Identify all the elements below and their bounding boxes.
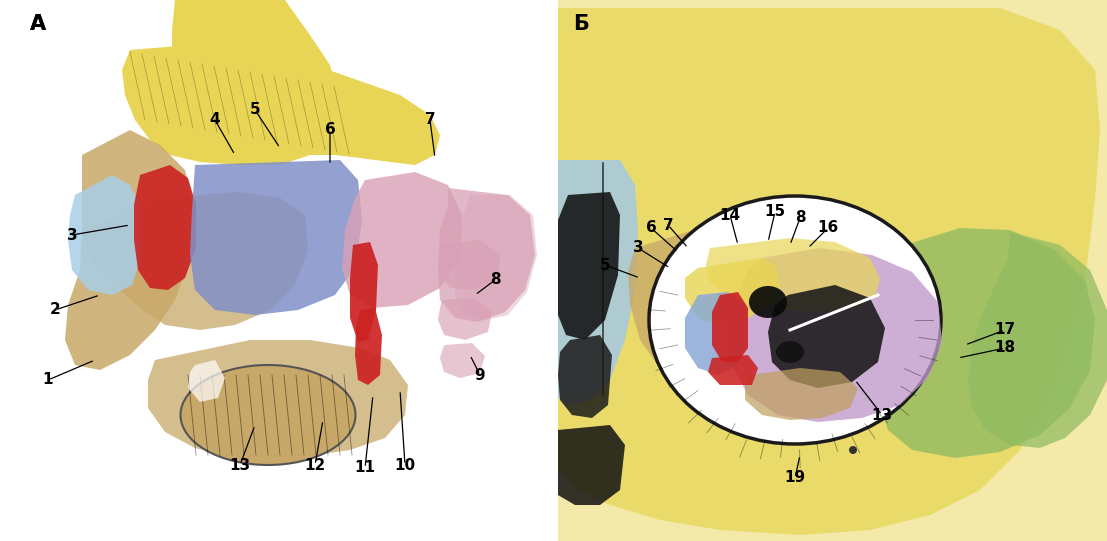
Polygon shape xyxy=(558,192,620,340)
Polygon shape xyxy=(685,292,748,375)
Polygon shape xyxy=(685,258,780,325)
Polygon shape xyxy=(628,220,884,398)
Text: 9: 9 xyxy=(475,367,485,382)
Text: 3: 3 xyxy=(633,241,643,255)
Polygon shape xyxy=(439,343,485,378)
Polygon shape xyxy=(438,298,492,340)
Text: 12: 12 xyxy=(304,458,325,472)
Polygon shape xyxy=(172,0,310,80)
Polygon shape xyxy=(745,368,858,420)
Ellipse shape xyxy=(180,365,355,465)
Text: 6: 6 xyxy=(645,221,656,235)
Polygon shape xyxy=(188,360,225,402)
Polygon shape xyxy=(455,195,537,320)
Polygon shape xyxy=(558,335,612,418)
Polygon shape xyxy=(438,188,535,322)
Text: Б: Б xyxy=(573,14,589,34)
Text: 19: 19 xyxy=(785,471,806,485)
Polygon shape xyxy=(355,308,382,385)
Polygon shape xyxy=(350,242,377,342)
Polygon shape xyxy=(300,60,439,165)
Polygon shape xyxy=(708,355,758,385)
Polygon shape xyxy=(65,130,195,370)
Polygon shape xyxy=(728,248,942,422)
Text: 18: 18 xyxy=(994,340,1015,355)
Text: 2: 2 xyxy=(50,302,61,318)
Text: 10: 10 xyxy=(394,458,415,472)
Polygon shape xyxy=(878,228,1095,458)
Ellipse shape xyxy=(749,286,787,318)
Polygon shape xyxy=(706,238,880,312)
Text: 8: 8 xyxy=(795,210,805,226)
Bar xyxy=(554,0,1107,541)
Polygon shape xyxy=(342,172,462,308)
Bar xyxy=(0,0,554,541)
Text: 16: 16 xyxy=(817,221,839,235)
Text: 17: 17 xyxy=(994,322,1015,338)
Text: 7: 7 xyxy=(663,217,673,233)
Text: 13: 13 xyxy=(871,407,892,423)
Polygon shape xyxy=(768,285,884,388)
Text: 11: 11 xyxy=(354,460,375,476)
Polygon shape xyxy=(438,240,500,290)
Text: 14: 14 xyxy=(720,208,741,222)
Ellipse shape xyxy=(776,341,804,363)
Polygon shape xyxy=(712,292,748,362)
Polygon shape xyxy=(558,8,1100,535)
Polygon shape xyxy=(558,160,638,405)
Text: 7: 7 xyxy=(425,113,435,128)
Polygon shape xyxy=(558,425,625,505)
Polygon shape xyxy=(134,165,196,290)
Polygon shape xyxy=(968,232,1107,448)
Text: 13: 13 xyxy=(229,458,250,472)
Polygon shape xyxy=(68,175,142,295)
Text: 8: 8 xyxy=(489,273,500,287)
Text: 4: 4 xyxy=(209,113,220,128)
Circle shape xyxy=(849,446,857,454)
Polygon shape xyxy=(190,160,362,315)
Polygon shape xyxy=(558,0,1107,541)
Text: 6: 6 xyxy=(324,122,335,137)
Ellipse shape xyxy=(649,196,941,444)
Text: 5: 5 xyxy=(250,102,260,117)
Text: А: А xyxy=(30,14,46,34)
Text: 5: 5 xyxy=(600,258,610,273)
Text: 15: 15 xyxy=(765,204,786,220)
Polygon shape xyxy=(148,340,408,458)
Text: 1: 1 xyxy=(43,373,53,387)
Text: А: А xyxy=(30,14,46,34)
Text: 3: 3 xyxy=(66,228,77,242)
Polygon shape xyxy=(82,192,308,330)
Polygon shape xyxy=(122,35,340,165)
